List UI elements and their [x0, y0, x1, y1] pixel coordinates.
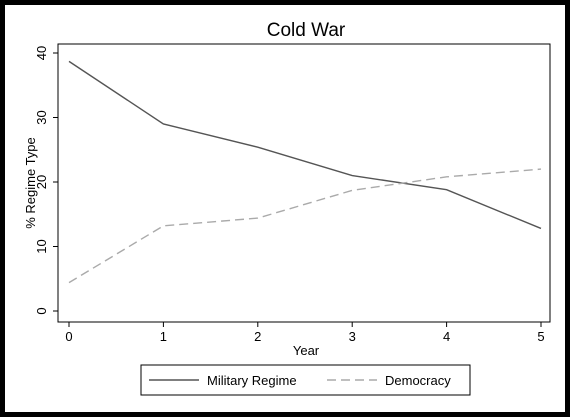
- series-line-0: [68, 60, 542, 230]
- y-tick-label: 0: [34, 307, 49, 314]
- chart-title: Cold War: [267, 20, 346, 41]
- y-tick-label: 40: [34, 46, 49, 60]
- series-lines: [68, 60, 542, 284]
- x-tick-label: 2: [254, 329, 261, 344]
- legend: Military Regime Democracy: [149, 373, 451, 388]
- y-axis: 0 10 20 30 40: [34, 46, 58, 315]
- y-tick-label: 20: [34, 175, 49, 189]
- x-axis: 0 1 2 3 4 5: [65, 322, 545, 344]
- x-axis-title: Year: [293, 343, 320, 358]
- x-tick-label: 1: [160, 329, 167, 344]
- plot-area: [57, 43, 551, 323]
- x-tick-label: 0: [65, 329, 72, 344]
- y-tick-label: 30: [34, 110, 49, 124]
- y-tick-label: 10: [34, 239, 49, 253]
- legend-label-1: Democracy: [385, 373, 451, 388]
- y-axis-title: % Regime Type: [23, 137, 38, 229]
- series-line-1: [68, 168, 542, 284]
- x-tick-label: 5: [537, 329, 544, 344]
- x-tick-label: 3: [349, 329, 356, 344]
- x-tick-label: 4: [443, 329, 450, 344]
- legend-label-0: Military Regime: [207, 373, 297, 388]
